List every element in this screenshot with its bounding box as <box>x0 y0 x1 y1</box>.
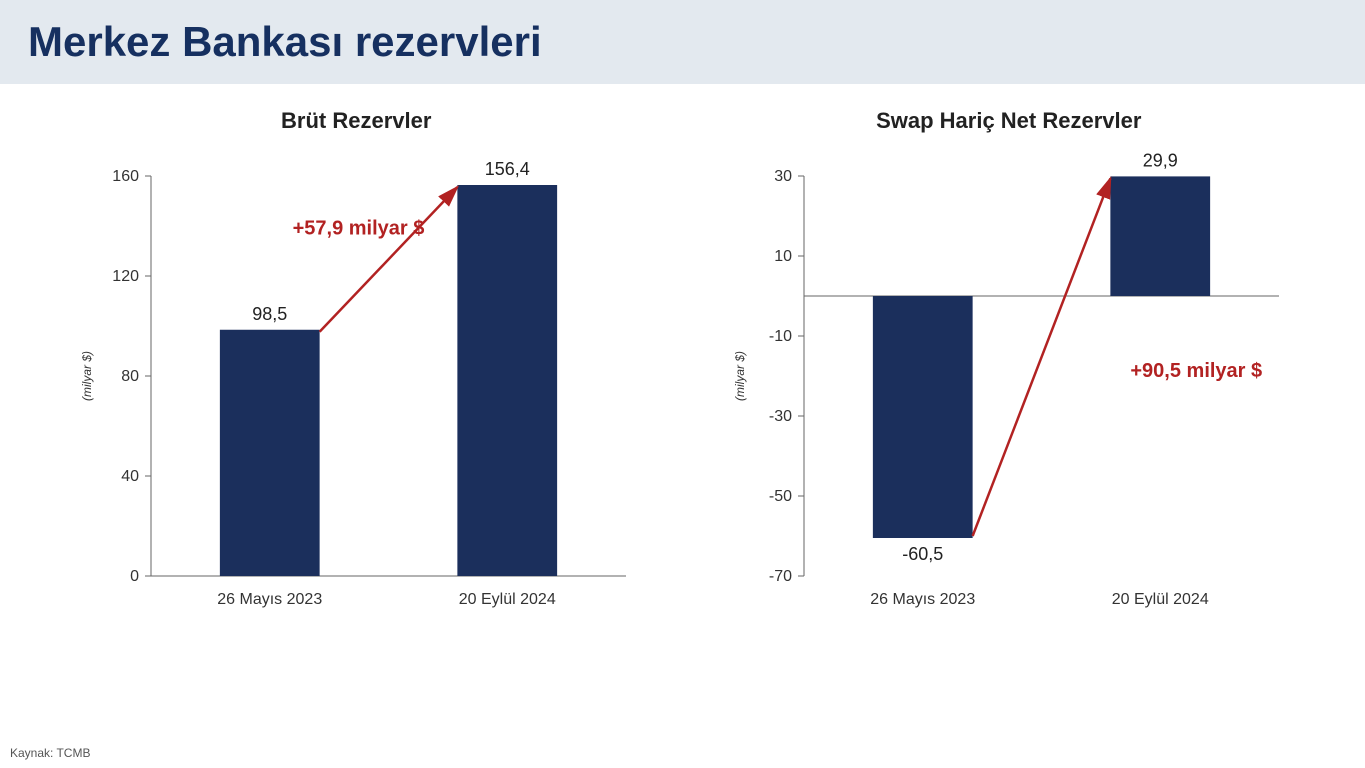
source-label: Kaynak: TCMB <box>10 746 90 760</box>
category-label: 26 Mayıs 2023 <box>870 591 975 608</box>
chart-right-title: Swap Hariç Net Rezervler <box>719 108 1299 134</box>
svg-text:-10: -10 <box>769 328 792 345</box>
svg-text:-30: -30 <box>769 408 792 425</box>
charts-row: Brüt Rezervler 0 40 80 120 160 (milyar $) 98,5… <box>0 88 1365 678</box>
svg-text:-50: -50 <box>769 488 792 505</box>
svg-text:(milyar $): (milyar $) <box>733 351 747 401</box>
svg-text:160: 160 <box>113 168 140 185</box>
bar <box>873 296 973 538</box>
chart-left-title: Brüt Rezervler <box>66 108 646 134</box>
bar-value-label: 156,4 <box>485 159 530 179</box>
delta-annotation: +57,9 milyar $ <box>293 217 425 239</box>
bar-value-label: 98,5 <box>252 304 287 324</box>
chart-left-panel: Brüt Rezervler 0 40 80 120 160 (milyar $) 98,5… <box>66 108 646 678</box>
category-label: 26 Mayıs 2023 <box>218 591 323 608</box>
chart-right-svg: -70 -50 -30 -10 10 30 (milyar $) -60,5 26 Mayıs … <box>719 146 1299 626</box>
svg-text:80: 80 <box>121 368 139 385</box>
category-label: 20 Eylül 2024 <box>1112 591 1209 608</box>
svg-text:(milyar $): (milyar $) <box>80 351 94 401</box>
bar <box>458 185 558 576</box>
bar <box>1110 176 1210 296</box>
delta-annotation: +90,5 milyar $ <box>1130 360 1262 382</box>
chart-left-plot: 0 40 80 120 160 (milyar $) 98,5 26 Mayıs 2023 15… <box>66 146 646 626</box>
svg-text:10: 10 <box>774 248 792 265</box>
svg-text:30: 30 <box>774 168 792 185</box>
chart-right-plot: -70 -50 -30 -10 10 30 (milyar $) -60,5 26 Mayıs … <box>719 146 1299 626</box>
bar <box>220 330 320 576</box>
svg-text:40: 40 <box>121 468 139 485</box>
svg-text:-70: -70 <box>769 568 792 585</box>
title-bar: Merkez Bankası rezervleri <box>0 0 1365 88</box>
chart-right-panel: Swap Hariç Net Rezervler -70 -50 -30 -10 10 3… <box>719 108 1299 678</box>
svg-text:120: 120 <box>113 268 140 285</box>
svg-text:0: 0 <box>130 568 139 585</box>
bar-value-label: 29,9 <box>1142 150 1177 170</box>
delta-arrow <box>320 187 458 332</box>
category-label: 20 Eylül 2024 <box>459 591 556 608</box>
bar-value-label: -60,5 <box>902 544 943 564</box>
chart-left-svg: 0 40 80 120 160 (milyar $) 98,5 26 Mayıs 2023 15… <box>66 146 646 626</box>
delta-arrow <box>972 178 1110 536</box>
slide-title: Merkez Bankası rezervleri <box>28 18 1365 66</box>
